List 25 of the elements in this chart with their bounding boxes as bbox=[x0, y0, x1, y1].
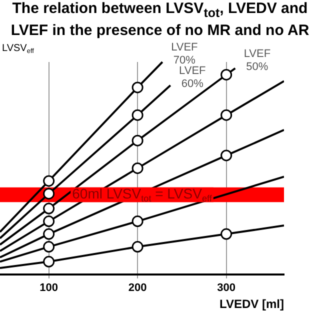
point bbox=[220, 150, 232, 162]
x-tick-label: 200 bbox=[128, 282, 147, 294]
x-axis-title: LVEDV [ml] bbox=[220, 297, 284, 312]
x-tick-label: 100 bbox=[40, 282, 58, 294]
point bbox=[43, 228, 55, 240]
point bbox=[220, 68, 232, 80]
x-tick-label: 300 bbox=[217, 282, 236, 294]
point bbox=[132, 241, 144, 253]
point bbox=[132, 162, 144, 174]
point bbox=[132, 134, 144, 146]
point bbox=[43, 175, 55, 187]
series-label: LVEF 60% bbox=[179, 64, 206, 90]
series-label: LVEF 70% bbox=[171, 42, 198, 67]
point bbox=[220, 109, 232, 121]
point bbox=[43, 256, 55, 268]
point bbox=[43, 216, 55, 228]
point bbox=[43, 188, 55, 200]
point bbox=[132, 109, 144, 121]
chart-title: The relation between LVSV$_{tot}$, LVEDV and LVEF in the presence of no MR and no AR bbox=[10, 0, 310, 40]
point bbox=[43, 241, 55, 253]
point bbox=[132, 82, 144, 94]
point bbox=[132, 216, 144, 228]
point bbox=[43, 202, 55, 214]
point bbox=[220, 228, 232, 240]
series-label: LVEF 50% bbox=[244, 48, 271, 73]
